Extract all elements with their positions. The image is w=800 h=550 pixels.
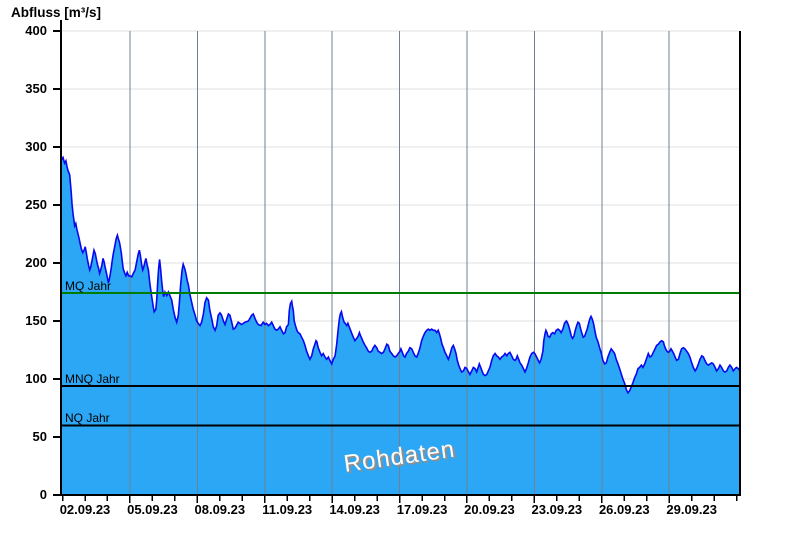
y-tick-label-100: 100 <box>25 371 47 386</box>
discharge-area-fill <box>61 157 740 495</box>
ref-line-label-mnq-jahr: MNQ Jahr <box>65 371 120 386</box>
x-tick-label-14.09.23: 14.09.23 <box>329 502 380 517</box>
x-tick-label-08.09.23: 08.09.23 <box>194 502 246 517</box>
y-tick-label-0: 0 <box>39 487 47 502</box>
y-tick-label-200: 200 <box>25 255 47 270</box>
ref-line-label-nq-jahr: NQ Jahr <box>65 411 110 426</box>
ref-line-label-mq-jahr: MQ Jahr <box>65 279 112 294</box>
chart-title: Abfluss [m³/s] <box>11 5 102 20</box>
y-tick-label-400: 400 <box>25 23 47 38</box>
y-tick-label-300: 300 <box>25 139 47 154</box>
y-tick-label-50: 50 <box>32 429 47 444</box>
y-tick-label-150: 150 <box>25 313 47 328</box>
x-tick-label-05.09.23: 05.09.23 <box>127 502 178 517</box>
x-tick-label-20.09.23: 20.09.23 <box>464 502 515 517</box>
x-tick-label-11.09.23: 11.09.23 <box>262 502 313 517</box>
x-tick-label-23.09.23: 23.09.23 <box>531 502 583 517</box>
x-tick-label-29.09.23: 29.09.23 <box>666 502 717 517</box>
x-tick-label-17.09.23: 17.09.23 <box>396 502 448 517</box>
discharge-curve <box>60 155 741 395</box>
y-tick-label-250: 250 <box>25 197 47 212</box>
y-tick-label-350: 350 <box>25 81 47 96</box>
x-tick-label-26.09.23: 26.09.23 <box>598 502 650 517</box>
x-tick-label-02.09.23: 02.09.23 <box>59 502 111 517</box>
